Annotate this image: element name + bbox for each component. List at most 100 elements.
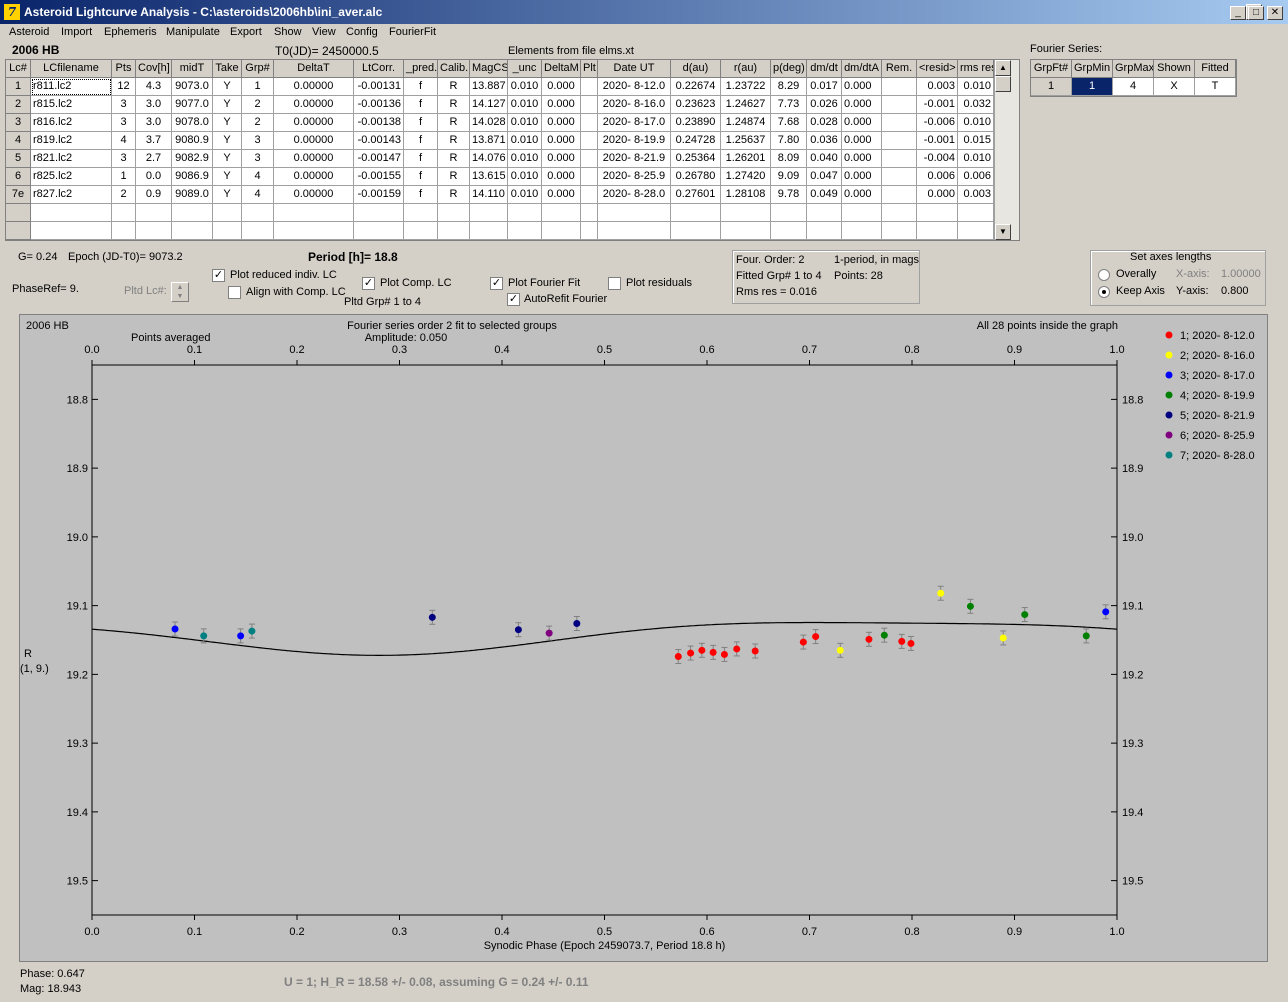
lc-table-cell[interactable]: 7.73 <box>771 96 807 114</box>
fourier-table-cell[interactable]: T <box>1195 78 1236 96</box>
lc-table-cell[interactable] <box>31 204 112 222</box>
lc-table-header[interactable]: Date UT <box>598 60 671 78</box>
lc-table-cell[interactable]: 13.871 <box>470 132 508 150</box>
lc-table-cell[interactable] <box>721 222 771 240</box>
lc-table-cell[interactable]: 2020- 8-16.0 <box>598 96 671 114</box>
lc-table-cell[interactable] <box>671 204 721 222</box>
menu-show[interactable]: Show <box>274 26 302 38</box>
lc-table-cell[interactable] <box>842 204 882 222</box>
scroll-thumb[interactable] <box>995 76 1011 92</box>
lc-table-cell[interactable]: 4 <box>242 186 274 204</box>
plot-fourier-checkbox[interactable]: ✓ <box>490 277 503 290</box>
lc-table-header[interactable]: Pts <box>112 60 136 78</box>
lc-table-cell[interactable]: f <box>404 168 438 186</box>
lightcurve-table[interactable]: Lc# LCfilename Pts Cov[h] midT Take Grp# DeltaT… <box>5 59 1020 241</box>
lc-table-cell[interactable]: 1.25637 <box>721 132 771 150</box>
lc-table-cell[interactable]: 2020- 8-17.0 <box>598 114 671 132</box>
lc-table-cell[interactable]: 2020- 8-19.9 <box>598 132 671 150</box>
lc-table-cell[interactable]: 1 <box>112 168 136 186</box>
lc-table-cell[interactable]: 3.7 <box>136 132 172 150</box>
lc-table-cell[interactable] <box>354 204 404 222</box>
lc-table-header[interactable]: _unc <box>508 60 542 78</box>
lc-table-cell[interactable]: 14.110 <box>470 186 508 204</box>
lc-table-header[interactable]: _pred. <box>404 60 438 78</box>
fourier-table-header[interactable]: Fitted <box>1195 60 1236 78</box>
lc-table-cell[interactable] <box>581 222 598 240</box>
lc-table-cell[interactable]: 0.0 <box>136 168 172 186</box>
lc-table-header[interactable]: rms res <box>958 60 994 78</box>
lc-table-cell[interactable]: 0.047 <box>807 168 842 186</box>
menu-asteroid[interactable]: Asteroid <box>9 26 50 38</box>
scroll-up-arrow-icon[interactable]: ▲ <box>995 60 1011 76</box>
lc-table-cell[interactable] <box>172 222 213 240</box>
lc-table-cell[interactable]: f <box>404 114 438 132</box>
lc-table-cell[interactable]: Y <box>213 150 242 168</box>
lc-table-header[interactable]: LCfilename <box>31 60 112 78</box>
lc-table-cell[interactable] <box>771 222 807 240</box>
lc-table-cell[interactable]: 2 <box>112 186 136 204</box>
lc-table-cell[interactable]: 0.010 <box>508 96 542 114</box>
lc-table-cell[interactable]: 3 <box>242 150 274 168</box>
lc-table-header[interactable]: DeltaM <box>542 60 581 78</box>
lc-table-cell[interactable]: 0.000 <box>542 150 581 168</box>
lc-table-cell[interactable]: 0.015 <box>958 132 994 150</box>
fourier-table-cell[interactable]: 1 <box>1072 78 1113 96</box>
lc-table-cell[interactable]: 0.049 <box>807 186 842 204</box>
lc-table-cell[interactable]: f <box>404 96 438 114</box>
lc-table-cell[interactable] <box>508 204 542 222</box>
lc-table-header[interactable]: Plt <box>581 60 598 78</box>
lc-table-cell[interactable]: 0.23623 <box>671 96 721 114</box>
lc-table-cell[interactable]: 3 <box>112 114 136 132</box>
lc-table-cell[interactable]: 0.032 <box>958 96 994 114</box>
lc-table-cell[interactable] <box>242 222 274 240</box>
lc-table-cell[interactable]: 0.006 <box>917 168 958 186</box>
lc-table-cell[interactable] <box>917 204 958 222</box>
menu-config[interactable]: Config <box>346 26 378 38</box>
lc-table-cell[interactable]: 1.28108 <box>721 186 771 204</box>
close-window-button[interactable]: ✕ <box>1267 6 1283 20</box>
lc-table-header[interactable]: Rem. <box>882 60 917 78</box>
lc-table-cell[interactable]: 0.000 <box>542 132 581 150</box>
lc-table-cell[interactable]: 0.000 <box>842 150 882 168</box>
lc-table-cell[interactable]: 0.000 <box>542 186 581 204</box>
lc-table-cell[interactable] <box>31 222 112 240</box>
lc-table-cell[interactable]: R <box>438 96 470 114</box>
keep-axis-radio[interactable] <box>1098 286 1110 298</box>
lc-table-cell[interactable]: r825.lc2 <box>31 168 112 186</box>
lc-table-cell[interactable] <box>354 222 404 240</box>
scroll-down-arrow-icon[interactable]: ▼ <box>995 224 1011 240</box>
lc-table-cell[interactable]: -0.00131 <box>354 78 404 96</box>
lc-table-cell[interactable]: 0.26780 <box>671 168 721 186</box>
lc-table-cell[interactable] <box>136 222 172 240</box>
lc-table-cell[interactable]: 3.0 <box>136 96 172 114</box>
lc-table-cell[interactable]: 1 <box>242 78 274 96</box>
lc-table-cell[interactable]: 0.010 <box>508 78 542 96</box>
lc-table-header[interactable]: dm/dt <box>807 60 842 78</box>
align-comp-checkbox[interactable] <box>228 286 241 299</box>
lc-row-header[interactable]: 1 <box>6 78 31 96</box>
lc-table-cell[interactable]: -0.001 <box>917 132 958 150</box>
lc-table-cell[interactable] <box>721 204 771 222</box>
lc-table-header[interactable]: p(deg) <box>771 60 807 78</box>
lc-table-cell[interactable]: 0.000 <box>842 132 882 150</box>
lc-table-header[interactable]: Cov[h] <box>136 60 172 78</box>
lc-table-header[interactable]: r(au) <box>721 60 771 78</box>
lc-table-cell[interactable]: 0.010 <box>508 114 542 132</box>
menu-manipulate[interactable]: Manipulate <box>166 26 220 38</box>
lc-table-cell[interactable]: Y <box>213 168 242 186</box>
lc-table-cell[interactable] <box>542 222 581 240</box>
lc-table-cell[interactable] <box>581 78 598 96</box>
lc-table-cell[interactable]: 0.040 <box>807 150 842 168</box>
lc-table-cell[interactable]: -0.00143 <box>354 132 404 150</box>
lc-table-cell[interactable] <box>404 222 438 240</box>
lc-table-cell[interactable]: 0.000 <box>842 78 882 96</box>
lc-table-cell[interactable]: 2020- 8-12.0 <box>598 78 671 96</box>
lc-table-cell[interactable]: 2020- 8-25.9 <box>598 168 671 186</box>
lc-table-cell[interactable]: Y <box>213 78 242 96</box>
lc-table-cell[interactable] <box>807 204 842 222</box>
lc-table-cell[interactable]: 0.23890 <box>671 114 721 132</box>
lc-table-cell[interactable] <box>882 114 917 132</box>
lc-table-cell[interactable]: 0.010 <box>958 114 994 132</box>
fourier-series-table[interactable]: GrpFt# 1 GrpMin 1 GrpMax 4 Shown X Fitted T <box>1030 59 1237 97</box>
lc-table-cell[interactable]: 9078.0 <box>172 114 213 132</box>
